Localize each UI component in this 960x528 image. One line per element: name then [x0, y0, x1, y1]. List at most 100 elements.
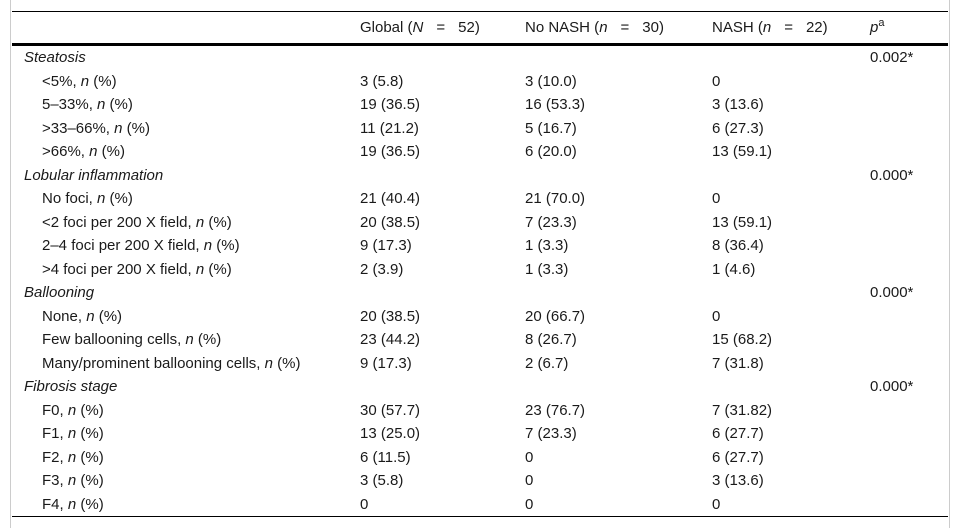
cell-no-nash	[525, 164, 712, 188]
cell-p-value	[870, 70, 948, 94]
cell-nash: 13 (59.1)	[712, 143, 773, 161]
cell-nash	[712, 164, 870, 188]
cell-global: 9 (17.3)	[360, 237, 412, 255]
cell-p-value	[870, 493, 948, 517]
row-label: F2, n (%)	[42, 448, 104, 466]
table-row: 2–4 foci per 200 X field, n (%) 9 (17.3) 1…	[12, 234, 948, 258]
row-label: None, n (%)	[42, 307, 123, 325]
cell-p-value	[870, 93, 948, 117]
cell-no-nash: 6 (20.0)	[525, 143, 577, 161]
section-label: Lobular inflammation	[24, 166, 164, 184]
cell-nash: 7 (31.82)	[712, 401, 773, 419]
cell-no-nash: 7 (23.3)	[525, 213, 577, 231]
cell-nash: 0	[712, 190, 721, 208]
row-label: Few ballooning cells, n (%)	[42, 331, 222, 349]
cell-global: 0	[360, 495, 369, 513]
cell-global: 30 (57.7)	[360, 401, 421, 419]
table-row: None, n (%) 20 (38.5) 20 (66.7) 0	[12, 305, 948, 329]
cell-no-nash: 23 (76.7)	[525, 401, 586, 419]
cell-no-nash: 8 (26.7)	[525, 331, 577, 349]
cell-no-nash: 0	[525, 495, 534, 513]
cell-p-value	[870, 422, 948, 446]
table-row: F4, n (%) 0 0 0	[12, 493, 948, 517]
cell-no-nash: 16 (53.3)	[525, 96, 586, 114]
cell-global: 23 (44.2)	[360, 331, 421, 349]
cell-nash: 8 (36.4)	[712, 237, 764, 255]
section-label: Steatosis	[24, 49, 86, 67]
cell-no-nash: 21 (70.0)	[525, 190, 586, 208]
table-row: Many/prominent ballooning cells, n (%) 9 …	[12, 352, 948, 376]
cell-global	[360, 45, 525, 70]
cell-nash: 3 (13.6)	[712, 472, 764, 490]
row-label: F0, n (%)	[42, 401, 104, 419]
row-label: Many/prominent ballooning cells, n (%)	[42, 354, 301, 372]
cell-nash: 6 (27.3)	[712, 119, 764, 137]
cell-no-nash: 3 (10.0)	[525, 72, 577, 90]
cell-global	[360, 164, 525, 188]
cell-global: 6 (11.5)	[360, 448, 411, 466]
table-row: >33–66%, n (%) 11 (21.2) 5 (16.7) 6 (27.3)	[12, 117, 948, 141]
cell-global: 3 (5.8)	[360, 72, 404, 90]
cell-global: 19 (36.5)	[360, 96, 421, 114]
cell-no-nash	[525, 375, 712, 399]
cell-no-nash: 0	[525, 448, 534, 466]
cell-nash: 0	[712, 495, 721, 513]
cell-p-value	[870, 211, 948, 235]
cell-nash	[712, 45, 870, 70]
table-row: F0, n (%) 30 (57.7) 23 (76.7) 7 (31.82)	[12, 399, 948, 423]
header-p-value: pa	[870, 11, 948, 46]
row-label: <5%, n (%)	[42, 72, 117, 90]
cell-nash: 3 (13.6)	[712, 96, 764, 114]
table-row: <5%, n (%) 3 (5.8) 3 (10.0) 0	[12, 70, 948, 94]
cell-global: 20 (38.5)	[360, 307, 421, 325]
table-row: F2, n (%) 6 (11.5) 0 6 (27.7)	[12, 446, 948, 470]
row-label: 2–4 foci per 200 X field, n (%)	[42, 237, 240, 255]
cell-nash: 6 (27.7)	[712, 425, 764, 443]
cell-global: 11 (21.2)	[360, 119, 419, 137]
row-label: F3, n (%)	[42, 472, 104, 490]
cell-global: 13 (25.0)	[360, 425, 421, 443]
cell-p-value	[870, 234, 948, 258]
row-label: >66%, n (%)	[42, 143, 125, 161]
cell-nash: 1 (4.6)	[712, 260, 756, 278]
header-empty-cell	[12, 11, 360, 46]
cell-p-value	[870, 328, 948, 352]
histology-stats-table: Global (N = 52) No NASH (n = 30) NASH (n = 22)…	[12, 11, 948, 517]
cell-p-value	[870, 187, 948, 211]
row-label: >4 foci per 200 X field, n (%)	[42, 260, 232, 278]
cell-nash: 0	[712, 72, 721, 90]
cell-p-value: 0.000*	[870, 166, 914, 184]
page-right-edge-line	[949, 0, 950, 528]
cell-no-nash: 7 (23.3)	[525, 425, 577, 443]
cell-nash: 13 (59.1)	[712, 213, 773, 231]
table-row: F1, n (%) 13 (25.0) 7 (23.3) 6 (27.7)	[12, 422, 948, 446]
cell-global: 19 (36.5)	[360, 143, 421, 161]
cell-no-nash: 5 (16.7)	[525, 119, 577, 137]
table-row: No foci, n (%) 21 (40.4) 21 (70.0) 0	[12, 187, 948, 211]
cell-no-nash: 1 (3.3)	[525, 237, 569, 255]
cell-p-value	[870, 399, 948, 423]
cell-p-value	[870, 305, 948, 329]
cell-global: 21 (40.4)	[360, 190, 421, 208]
header-row: Global (N = 52) No NASH (n = 30) NASH (n = 22)…	[12, 11, 948, 46]
header-global: Global (N = 52)	[360, 11, 525, 46]
cell-p-value: 0.002*	[870, 49, 914, 67]
table-row: >4 foci per 200 X field, n (%) 2 (3.9) 1 (…	[12, 258, 948, 282]
cell-no-nash: 1 (3.3)	[525, 260, 569, 278]
section-row: Ballooning 0.000*	[12, 281, 948, 305]
row-label: >33–66%, n (%)	[42, 119, 150, 137]
row-label: F4, n (%)	[42, 495, 104, 513]
header-no-nash: No NASH (n = 30)	[525, 11, 712, 46]
cell-p-value	[870, 469, 948, 493]
cell-no-nash: 2 (6.7)	[525, 354, 569, 372]
cell-p-value	[870, 140, 948, 164]
header-nash: NASH (n = 22)	[712, 11, 870, 46]
cell-nash: 0	[712, 307, 721, 325]
section-label: Fibrosis stage	[24, 378, 118, 396]
cell-p-value	[870, 352, 948, 376]
row-label: F1, n (%)	[42, 425, 104, 443]
cell-nash: 6 (27.7)	[712, 448, 764, 466]
table-row: F3, n (%) 3 (5.8) 0 3 (13.6)	[12, 469, 948, 493]
cell-global: 9 (17.3)	[360, 354, 412, 372]
cell-global	[360, 281, 525, 305]
